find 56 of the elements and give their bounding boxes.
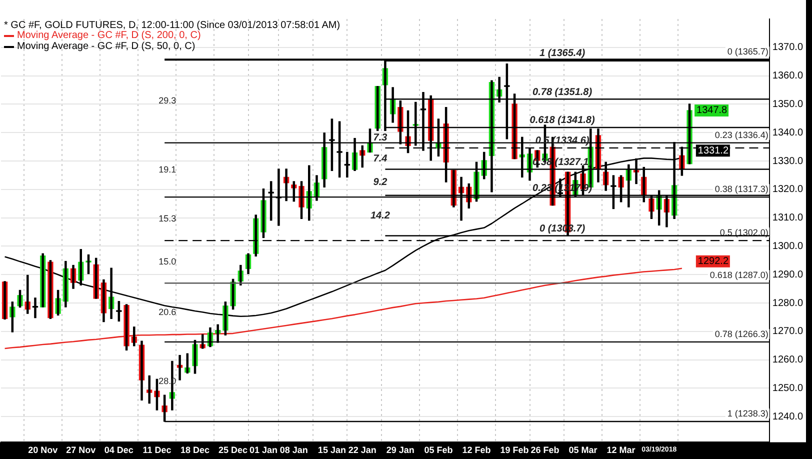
- chart-title: * GC #F, GOLD FUTURES, D, 12:00-11:00 (Since 03/01/2013 07:58:01 AM): [4, 20, 340, 31]
- annotation: 7.4: [373, 153, 388, 164]
- y-tick-label: 1270.0: [772, 326, 804, 338]
- y-tick-label: 1290.0: [772, 269, 804, 280]
- y-tick-label: 1240.0: [772, 411, 804, 422]
- y-tick-label: 1330.0: [772, 156, 804, 167]
- y-tick-label: 1310.0: [772, 212, 804, 224]
- x-tick-label: 19 Feb: [500, 445, 530, 456]
- legend-label: Moving Average - GC #F, D (S, 200, 0, C): [17, 30, 201, 41]
- y-tick-label: 1280.0: [772, 298, 804, 309]
- annotation: 15.0: [158, 256, 176, 266]
- x-tick-label: 20 Nov: [28, 445, 58, 456]
- y-tick-label: 1250.0: [772, 382, 804, 394]
- ref-line-label: 1 (1238.3): [727, 408, 768, 418]
- ref-line-label: 0 (1365.7): [727, 46, 768, 57]
- annotation: 14.2: [370, 210, 390, 222]
- annotation: 20.6: [158, 307, 176, 318]
- x-tick-label: 18 Dec: [180, 445, 210, 456]
- y-tick-label: 1300.0: [772, 240, 804, 252]
- y-tick-label: 1370.0: [772, 42, 804, 54]
- y-tick-label: 1350.0: [772, 98, 804, 110]
- ref-line-label: 0.38 (1317.3): [714, 184, 768, 194]
- ref-line-label: 0.618 (1287.0): [710, 270, 768, 280]
- x-tick-label: 12 Mar: [606, 445, 636, 456]
- annotation: 15.3: [158, 213, 176, 224]
- ref-line-label: 0.78 (1266.3): [714, 328, 768, 339]
- y-tick-label: 1360.0: [772, 70, 804, 82]
- data-label: 1292.2: [698, 256, 729, 268]
- legend-label: Moving Average - GC #F, D (S, 50, 0, C): [17, 41, 196, 52]
- x-tick-label: 08 Jan: [280, 445, 308, 456]
- x-tick-label: 22 Jan: [348, 445, 376, 456]
- annotation: 7.3: [373, 132, 388, 144]
- x-tick-label: 05 Feb: [424, 445, 454, 456]
- ref-line-label: 0.5 (1302.0): [720, 228, 768, 238]
- y-tick-label: 1320.0: [772, 184, 804, 196]
- ref-line-label: 0.78 (1351.8): [532, 86, 593, 98]
- x-tick-label: 26 Feb: [530, 445, 560, 456]
- y-tick-label: 1260.0: [772, 354, 804, 366]
- x-tick-label: 05 Mar: [568, 445, 598, 456]
- ref-line-label: 0.23 (1336.4): [714, 130, 768, 140]
- x-tick-label: 11 Dec: [142, 445, 172, 456]
- x-tick-label: 15 Jan: [318, 445, 346, 456]
- annotation: 9.2: [373, 177, 388, 188]
- x-tick-label: 04 Dec: [104, 445, 134, 456]
- annotation: 19.1: [158, 164, 176, 174]
- data-label: 1331.2: [698, 145, 729, 156]
- ref-line-label: 1 (1365.4): [540, 48, 586, 60]
- annotation: 29.3: [158, 96, 176, 106]
- x-tick-label: 27 Nov: [66, 445, 96, 456]
- y-tick-label: 1340.0: [772, 127, 804, 138]
- x-tick-label: 12 Feb: [462, 445, 492, 456]
- x-tick-label: 25 Dec: [218, 445, 248, 456]
- x-tick-label: 01 Jan: [249, 445, 278, 456]
- ref-line-label: 0.618 (1341.8): [530, 115, 596, 126]
- x-tick-label: 29 Jan: [386, 445, 414, 456]
- text: 1347.8: [696, 105, 728, 116]
